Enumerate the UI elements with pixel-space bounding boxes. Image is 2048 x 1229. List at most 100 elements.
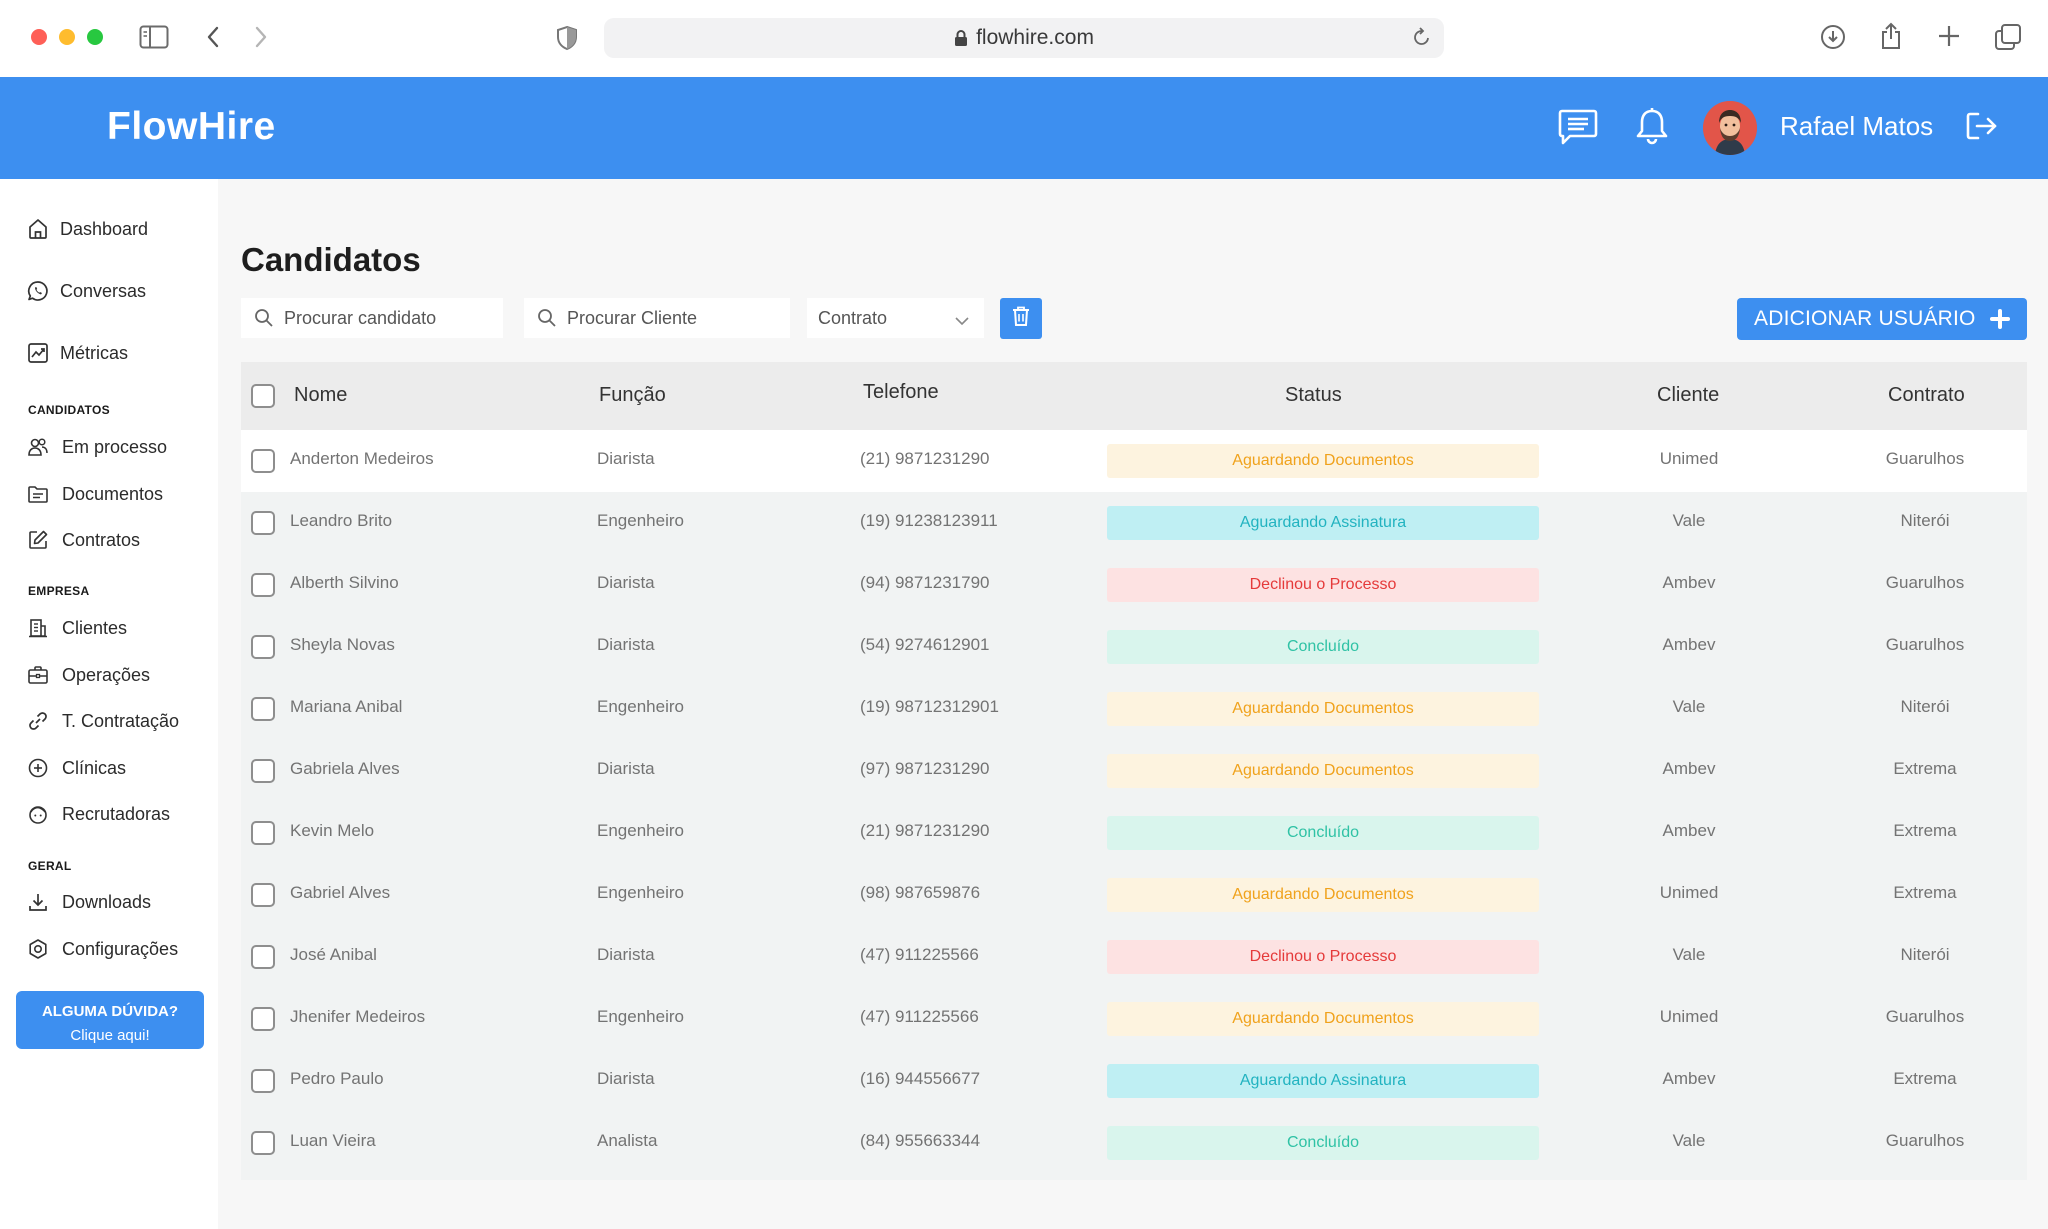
table-row[interactable]: Leandro Brito Engenheiro (19) 91238123911 A… [241,492,2027,554]
table-row[interactable]: Sheyla Novas Diarista (54) 9274612901 Concl… [241,616,2027,678]
address-bar[interactable]: flowhire.com [604,18,1444,58]
row-checkbox[interactable] [251,573,275,597]
cell-nome: Gabriela Alves [290,759,400,778]
column-header-telefone[interactable]: Telefone [863,381,939,403]
cell-funcao: Engenheiro [597,821,684,840]
table-row[interactable]: Gabriela Alves Diarista (97) 9871231290 Agu… [241,740,2027,802]
reload-icon[interactable] [1412,26,1432,54]
sidebar-item-em-processo[interactable]: Em processo [26,433,167,461]
sidebar-item-contratos[interactable]: Contratos [26,526,140,554]
column-header-status[interactable]: Status [1285,384,1342,406]
main-content: Candidatos Procurar candidato Procurar C… [218,179,2048,1229]
lock-icon [954,29,968,47]
avatar[interactable] [1703,101,1757,155]
row-checkbox[interactable] [251,945,275,969]
help-subtitle: Clique aqui! [70,1027,150,1044]
cell-contrato: Extrema [1893,1069,1957,1088]
table-row[interactable]: Pedro Paulo Diarista (16) 944556677 Aguarda… [241,1050,2027,1112]
cell-nome: Jhenifer Medeiros [290,1007,426,1026]
notification-bell-icon[interactable] [1635,107,1669,145]
cell-telefone: (47) 911225566 [860,945,979,964]
sidebar-item-label: Downloads [62,891,152,912]
cell-telefone: (84) 955663344 [860,1131,981,1150]
cell-contrato: Guarulhos [1885,1131,1965,1150]
sidebar-toggle-icon[interactable] [139,25,169,49]
cell-nome: Pedro Paulo [290,1069,384,1088]
status-badge: Declinou o Processo [1107,568,1539,602]
sidebar-item-clientes[interactable]: Clientes [26,614,127,642]
edit-icon [26,528,50,552]
select-all-checkbox[interactable] [251,384,275,408]
table-row[interactable]: Jhenifer Medeiros Engenheiro (47) 91122556… [241,988,2027,1050]
minimize-window-button[interactable] [59,29,75,45]
table-row[interactable]: Anderton Medeiros Diarista (21) 9871231290… [241,430,2027,492]
table-row[interactable]: Gabriel Alves Engenheiro (98) 987659876 Agu… [241,864,2027,926]
sidebar-item-conversas[interactable]: Conversas [26,277,146,305]
table-row[interactable]: Alberth Silvino Diarista (94) 9871231790 De… [241,554,2027,616]
table-row[interactable]: Luan Vieira Analista (84) 955663344 Concluí… [241,1112,2027,1174]
row-checkbox[interactable] [251,883,275,907]
new-tab-icon[interactable] [1937,24,1961,48]
sidebar-item-operacoes[interactable]: Operações [26,661,150,689]
shield-icon[interactable] [556,25,578,51]
maximize-window-button[interactable] [87,29,103,45]
row-checkbox[interactable] [251,511,275,535]
sidebar-item-downloads[interactable]: Downloads [26,888,151,916]
forward-icon[interactable] [254,25,268,49]
contract-select[interactable]: Contrato [807,298,984,338]
cell-cliente: Ambev [1662,573,1716,592]
sidebar-item-metricas[interactable]: Métricas [26,339,128,367]
row-checkbox[interactable] [251,697,275,721]
row-checkbox[interactable] [251,821,275,845]
briefcase-icon [26,663,50,687]
row-checkbox[interactable] [251,1007,275,1031]
download-icon [26,890,50,914]
sidebar-item-recrutadoras[interactable]: Recrutadoras [26,800,170,828]
logout-icon[interactable] [1966,111,1998,141]
column-header-cliente[interactable]: Cliente [1657,384,1720,406]
chevron-down-icon [954,311,970,332]
sidebar-item-label: Clientes [62,617,128,638]
help-button[interactable]: ALGUMA DÚVIDA? Clique aqui! [16,991,204,1049]
section-empresa: EMPRESA [28,584,90,598]
sidebar: Dashboard Conversas Métricas CANDIDATOS … [0,179,218,1229]
sidebar-item-documentos[interactable]: Documentos [26,480,163,508]
download-icon[interactable] [1820,24,1846,50]
cell-cliente: Ambev [1662,821,1716,840]
search-client-input[interactable]: Procurar Cliente [524,298,790,338]
search-candidate-placeholder: Procurar candidato [284,307,437,328]
table-row[interactable]: José Anibal Diarista (47) 911225566 Declino… [241,926,2027,988]
whatsapp-icon [26,279,50,303]
messages-icon[interactable] [1558,108,1598,146]
delete-button[interactable] [1000,298,1042,339]
sidebar-item-dashboard[interactable]: Dashboard [26,215,148,243]
row-checkbox[interactable] [251,449,275,473]
close-window-button[interactable] [31,29,47,45]
add-user-button[interactable]: ADICIONAR USUÁRIO [1737,298,2027,340]
column-header-funcao[interactable]: Função [599,384,666,406]
sidebar-item-label: T. Contratação [62,710,180,731]
user-name[interactable]: Rafael Matos [1780,111,1934,141]
search-candidate-input[interactable]: Procurar candidato [241,298,503,338]
section-candidatos: CANDIDATOS [28,403,110,417]
cell-cliente: Unimed [1659,1007,1719,1026]
back-icon[interactable] [206,25,220,49]
column-header-nome[interactable]: Nome [294,384,348,406]
table-row[interactable]: Kevin Melo Engenheiro (21) 9871231290 Concl… [241,802,2027,864]
row-checkbox[interactable] [251,759,275,783]
sidebar-item-t-contratacao[interactable]: T. Contratação [26,707,179,735]
sidebar-item-label: Dashboard [60,218,149,239]
sidebar-item-label: Clínicas [62,757,127,778]
cell-contrato: Guarulhos [1885,449,1965,468]
table-row[interactable]: Mariana Anibal Engenheiro (19) 98712312901… [241,678,2027,740]
column-header-contrato[interactable]: Contrato [1888,384,1965,406]
share-icon[interactable] [1879,22,1903,50]
tabs-overview-icon[interactable] [1994,23,2022,51]
row-checkbox[interactable] [251,1131,275,1155]
sidebar-item-clinicas[interactable]: Clínicas [26,754,126,782]
row-checkbox[interactable] [251,635,275,659]
status-badge: Concluído [1107,1126,1539,1160]
row-checkbox[interactable] [251,1069,275,1093]
brand-logo[interactable]: FlowHire [107,105,276,148]
sidebar-item-configuracoes[interactable]: Configurações [26,935,178,963]
